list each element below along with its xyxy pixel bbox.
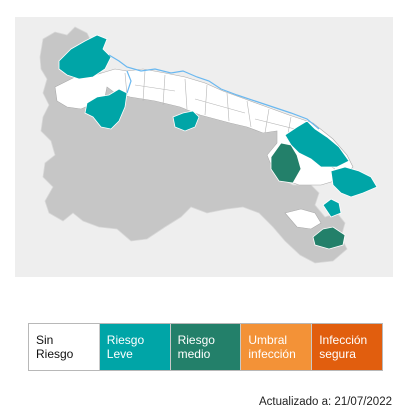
legend-item: Riesgo medio xyxy=(169,324,241,370)
legend-item: Sin Riesgo xyxy=(29,324,99,370)
legend-label: Riesgo medio xyxy=(177,333,215,361)
municipality-borders xyxy=(124,70,336,170)
legend-item: Riesgo Leve xyxy=(98,324,170,370)
legend-label: Umbral infección xyxy=(248,333,296,361)
legend-label: Riesgo Leve xyxy=(106,333,145,361)
legend-item: Infección segura xyxy=(311,324,382,370)
legend-label: Infección segura xyxy=(319,333,368,361)
regions-riesgo-leve xyxy=(58,34,378,218)
regions-riesgo-medio xyxy=(270,142,346,250)
legend-item: Umbral infección xyxy=(240,324,312,370)
risk-legend: Sin Riesgo Riesgo Leve Riesgo medio Umbral … xyxy=(28,323,383,371)
legend-label: Sin Riesgo xyxy=(36,333,74,361)
risk-map xyxy=(15,17,393,277)
rivers xyxy=(108,54,320,130)
region-sin-riesgo-south xyxy=(284,208,322,230)
updated-timestamp: Actualizado a: 21/07/2022 xyxy=(259,396,392,408)
la-rioja-map xyxy=(39,26,378,264)
